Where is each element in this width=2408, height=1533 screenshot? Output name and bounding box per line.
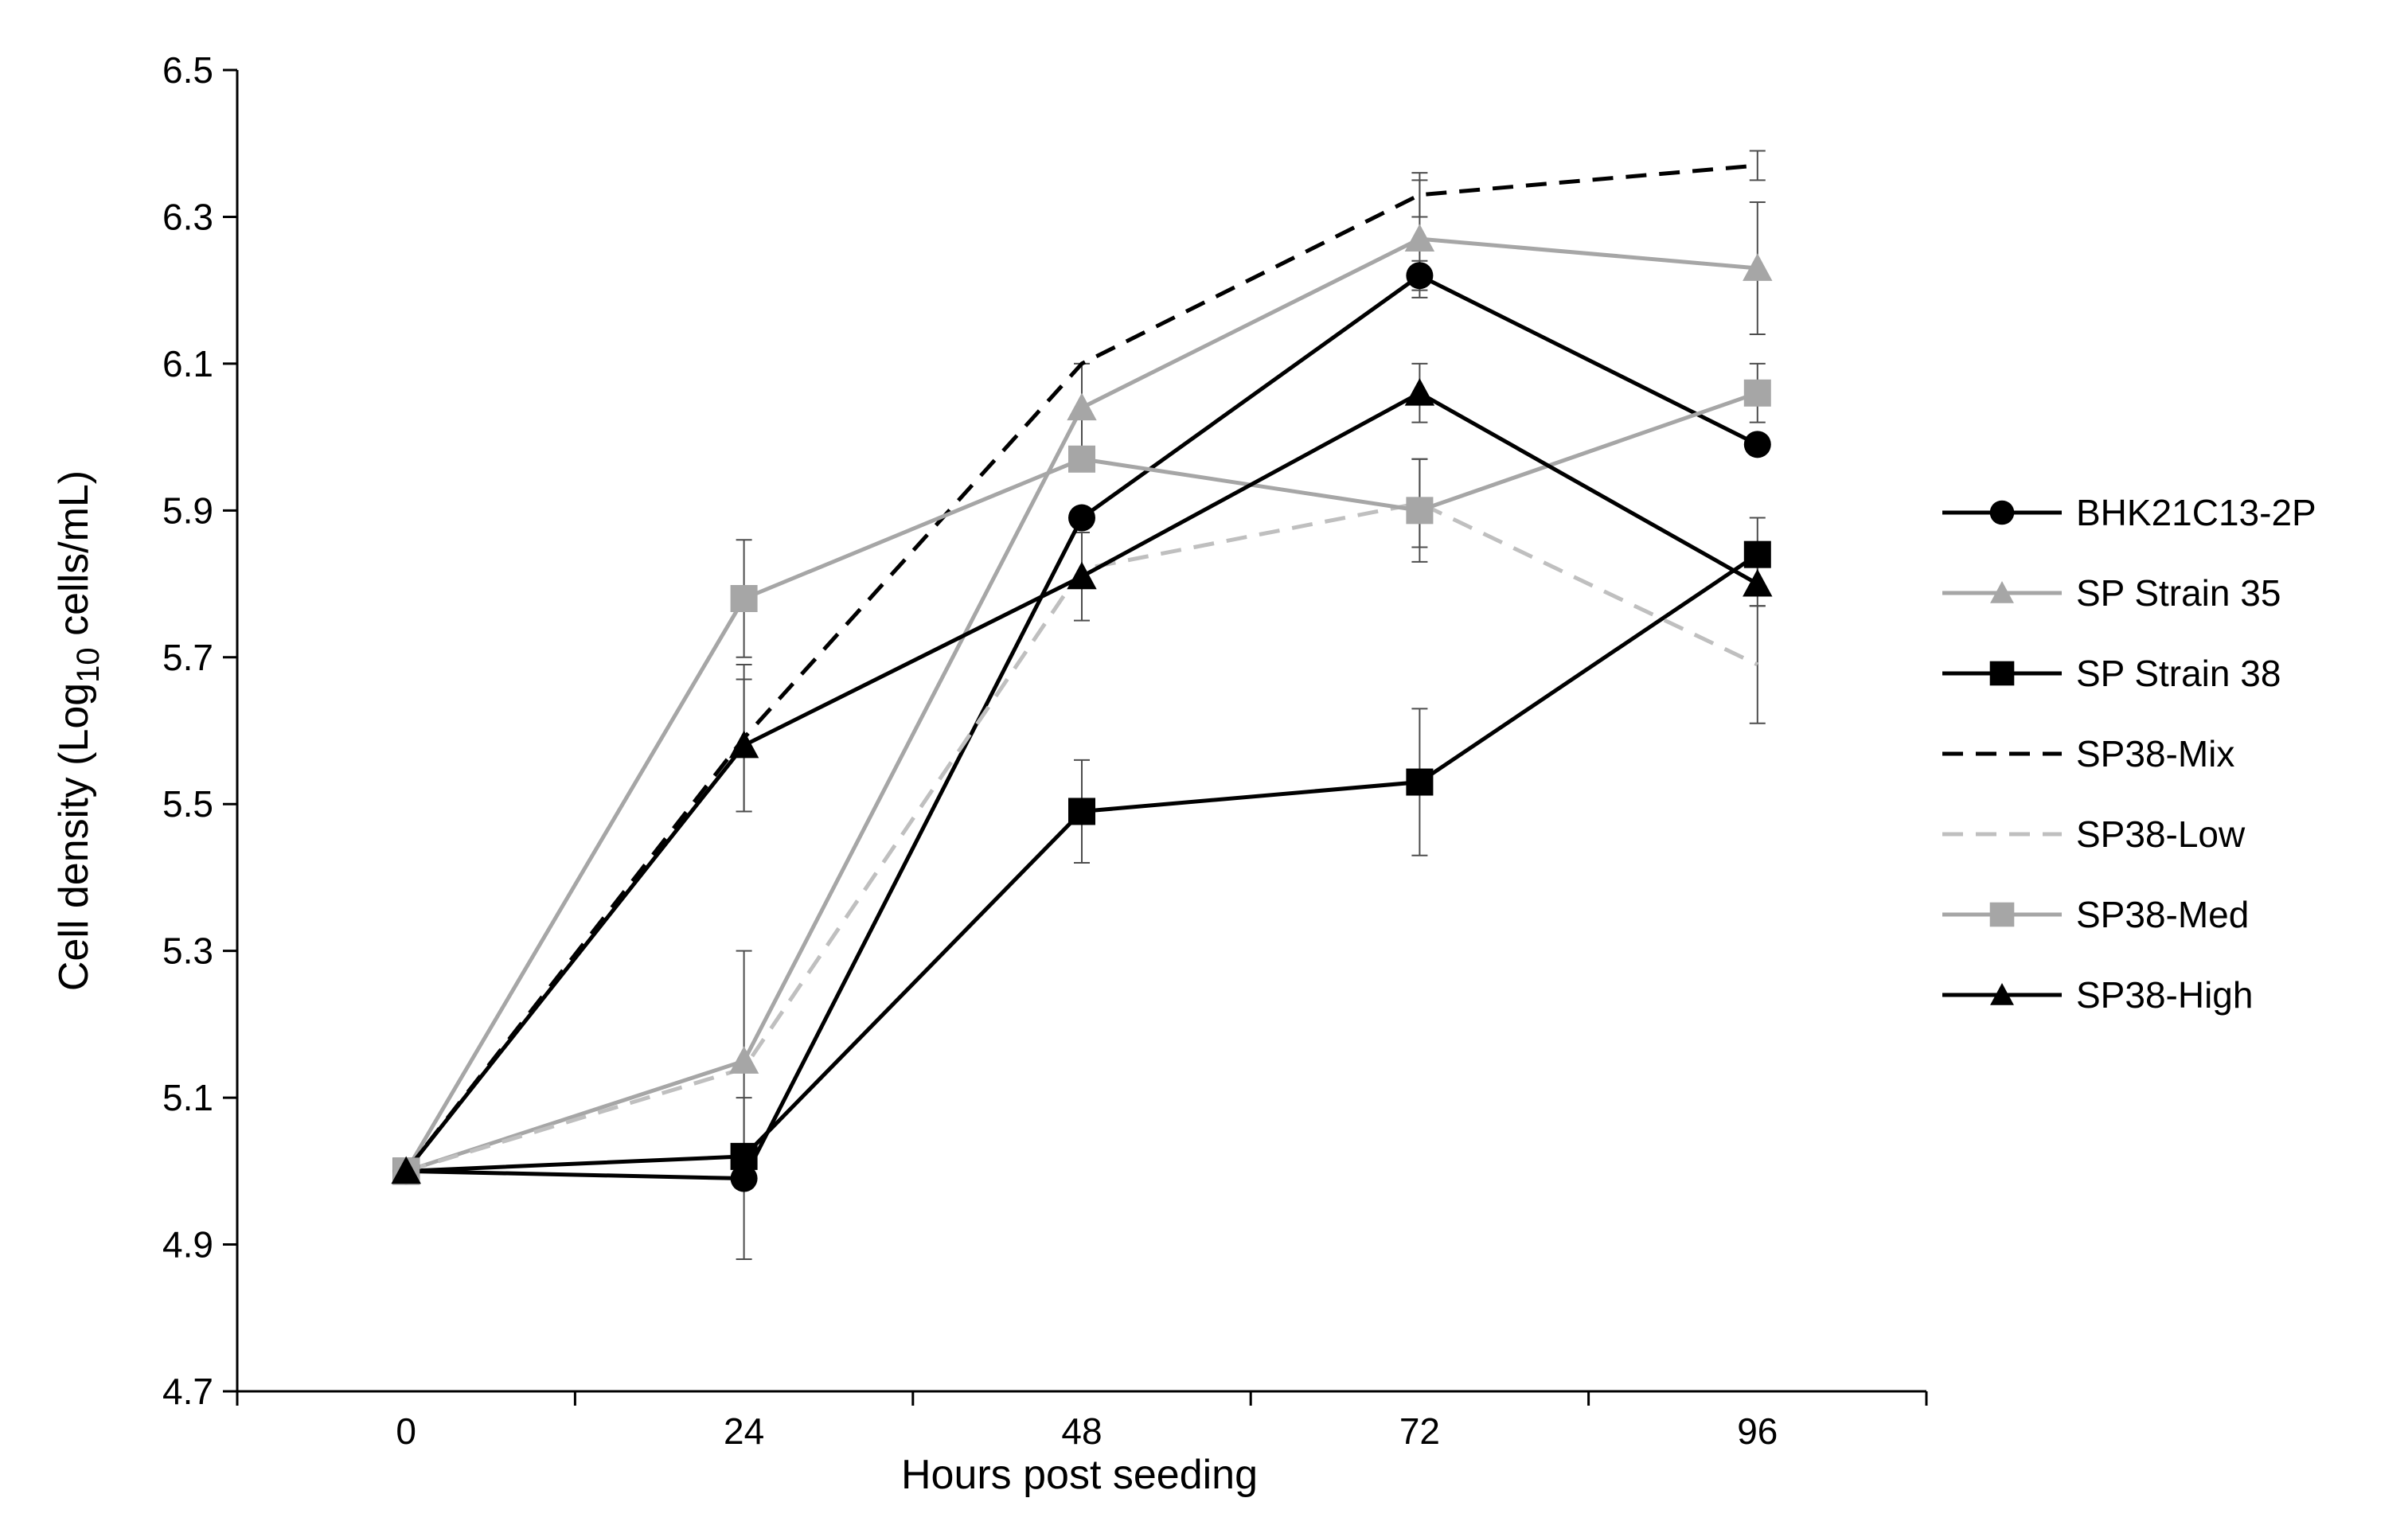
legend-item: SP Strain 38 bbox=[1942, 653, 2281, 694]
x-tick-label: 96 bbox=[1737, 1410, 1778, 1452]
data-point-triangle bbox=[728, 1046, 759, 1074]
x-axis-title: Hours post seeding bbox=[901, 1452, 1258, 1498]
data-point-triangle bbox=[1404, 224, 1435, 252]
plot-area bbox=[391, 150, 1773, 1260]
data-point-square bbox=[1406, 768, 1434, 796]
y-tick-label: 4.9 bbox=[162, 1224, 213, 1266]
series-line-sp38-mix bbox=[404, 163, 1758, 1172]
series-markers bbox=[391, 224, 1773, 1192]
legend-item: SP38-Mix bbox=[1942, 733, 2234, 774]
data-point-circle bbox=[1989, 500, 2015, 525]
data-point-triangle bbox=[1743, 253, 1773, 281]
x-ticks: 0 24 48 72 96 bbox=[236, 1391, 1928, 1452]
legend-item: SP38-Med bbox=[1942, 894, 2249, 935]
y-tick-label: 5.9 bbox=[162, 490, 213, 531]
data-point-triangle bbox=[728, 730, 759, 759]
data-point-square bbox=[1743, 379, 1771, 407]
y-tick-label: 6.5 bbox=[162, 49, 213, 91]
data-point-triangle bbox=[1404, 378, 1435, 406]
data-point-circle bbox=[730, 1164, 758, 1192]
data-point-square bbox=[1068, 445, 1095, 473]
y-tick-label: 6.3 bbox=[162, 196, 213, 237]
legend-label: SP Strain 38 bbox=[2076, 653, 2281, 694]
legend-label: SP38-High bbox=[2076, 974, 2253, 1016]
y-tick-label: 5.1 bbox=[162, 1077, 213, 1118]
data-point-square bbox=[1989, 661, 2015, 686]
y-tick-label: 5.3 bbox=[162, 930, 213, 972]
data-point-square bbox=[1743, 540, 1771, 568]
x-tick-label: 0 bbox=[396, 1410, 416, 1452]
x-tick-label: 24 bbox=[724, 1410, 764, 1452]
legend-label: SP Strain 35 bbox=[2076, 572, 2281, 614]
axes: 4.7 4.9 5.1 5.3 5.5 5.7 5.9 6.1 6.3 6.5 0 24 48 72 96 bbox=[162, 49, 1928, 1452]
y-axis-title: Cell density (Log10 cells/mL) bbox=[51, 470, 106, 991]
y-tick-label: 4.7 bbox=[162, 1371, 213, 1412]
data-point-triangle bbox=[1990, 983, 2014, 1005]
legend-label: SP38-Low bbox=[2076, 813, 2246, 855]
error-bars bbox=[736, 150, 1766, 1260]
x-tick-label: 72 bbox=[1399, 1410, 1440, 1452]
series-lines bbox=[404, 163, 1759, 1181]
y-tick-label: 5.5 bbox=[162, 783, 213, 825]
y-ticks: 4.7 4.9 5.1 5.3 5.5 5.7 5.9 6.1 6.3 6.5 bbox=[162, 49, 237, 1412]
data-point-circle bbox=[1743, 431, 1771, 458]
y-tick-label: 5.7 bbox=[162, 637, 213, 678]
data-point-square bbox=[730, 1142, 758, 1170]
data-point-square bbox=[1989, 902, 2015, 927]
data-point-triangle bbox=[1990, 581, 2014, 603]
data-point-square bbox=[730, 585, 758, 612]
y-tick-label: 6.1 bbox=[162, 343, 213, 384]
legend-item: SP Strain 35 bbox=[1942, 572, 2281, 614]
y-axis-title-tail: cells/mL) bbox=[51, 470, 97, 647]
data-point-square bbox=[1406, 497, 1434, 525]
legend-label: SP38-Mix bbox=[2076, 733, 2234, 774]
legend-label: SP38-Med bbox=[2076, 894, 2249, 935]
data-point-circle bbox=[1406, 262, 1434, 290]
legend-item: BHK21C13-2P bbox=[1942, 492, 2316, 533]
data-point-square bbox=[1068, 798, 1095, 825]
y-axis-title-subscript: 10 bbox=[71, 647, 106, 683]
y-axis-title-main: Cell density (Log bbox=[51, 683, 97, 991]
legend-label: BHK21C13-2P bbox=[2076, 492, 2316, 533]
legend: BHK21C13-2P SP Strain 35 SP Strain 38 SP38-… bbox=[1942, 492, 2316, 1016]
data-point-circle bbox=[1068, 504, 1095, 532]
x-tick-label: 48 bbox=[1061, 1410, 1102, 1452]
data-point-triangle bbox=[1067, 392, 1097, 421]
legend-item: SP38-High bbox=[1942, 974, 2253, 1016]
data-point-triangle bbox=[1067, 561, 1097, 590]
legend-item: SP38-Low bbox=[1942, 813, 2246, 855]
data-point-triangle bbox=[391, 1156, 421, 1184]
data-point-triangle bbox=[1743, 568, 1773, 597]
